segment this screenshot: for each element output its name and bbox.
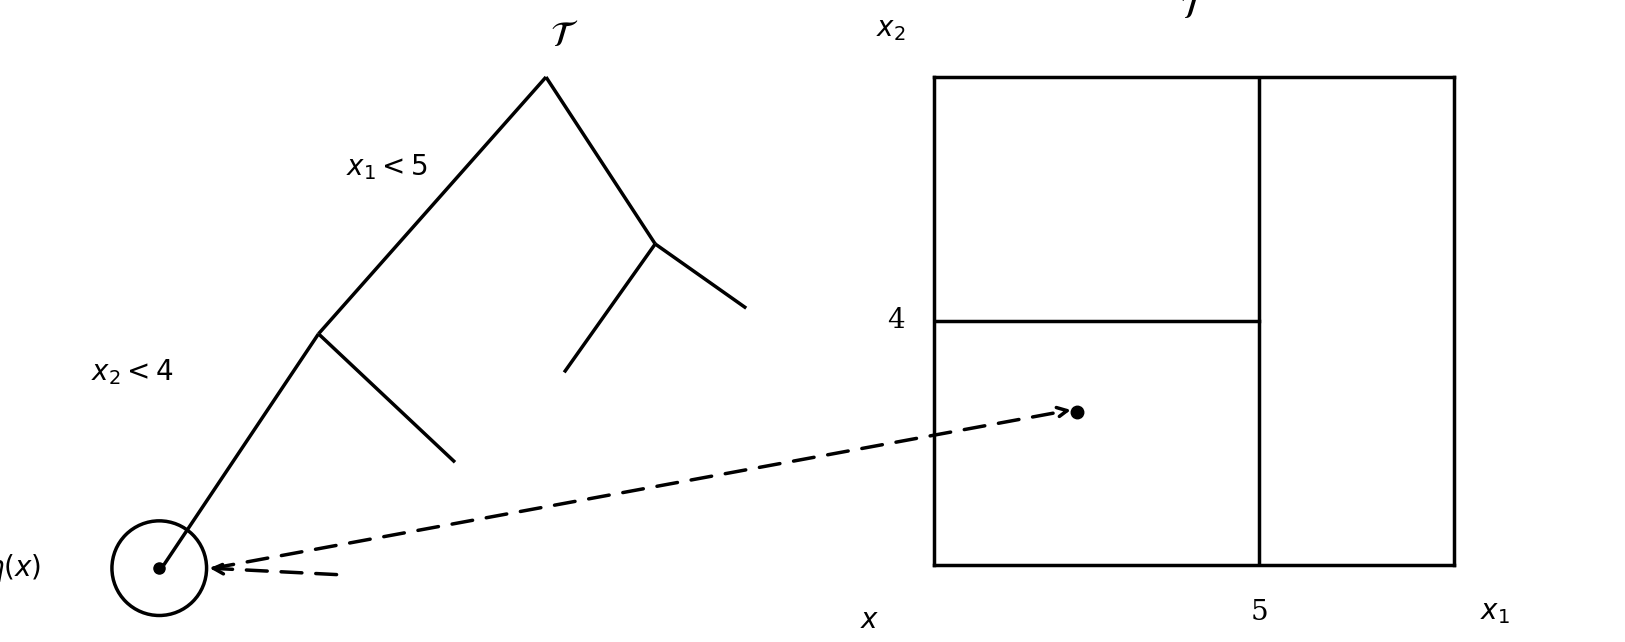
Text: $x_2$: $x_2$: [876, 17, 905, 44]
Text: $x_2 < 4$: $x_2 < 4$: [91, 358, 174, 387]
Text: $x_1$: $x_1$: [1480, 598, 1510, 625]
Text: $\mathcal{T}$: $\mathcal{T}$: [549, 19, 578, 53]
Text: $x_1 < 5$: $x_1 < 5$: [346, 152, 427, 182]
Text: $x$: $x$: [860, 607, 879, 634]
Text: 4: 4: [887, 308, 905, 334]
Text: 5: 5: [1251, 598, 1268, 625]
Text: $\eta(x)$: $\eta(x)$: [0, 552, 41, 584]
Text: $\mathcal{T}$: $\mathcal{T}$: [1180, 0, 1209, 25]
